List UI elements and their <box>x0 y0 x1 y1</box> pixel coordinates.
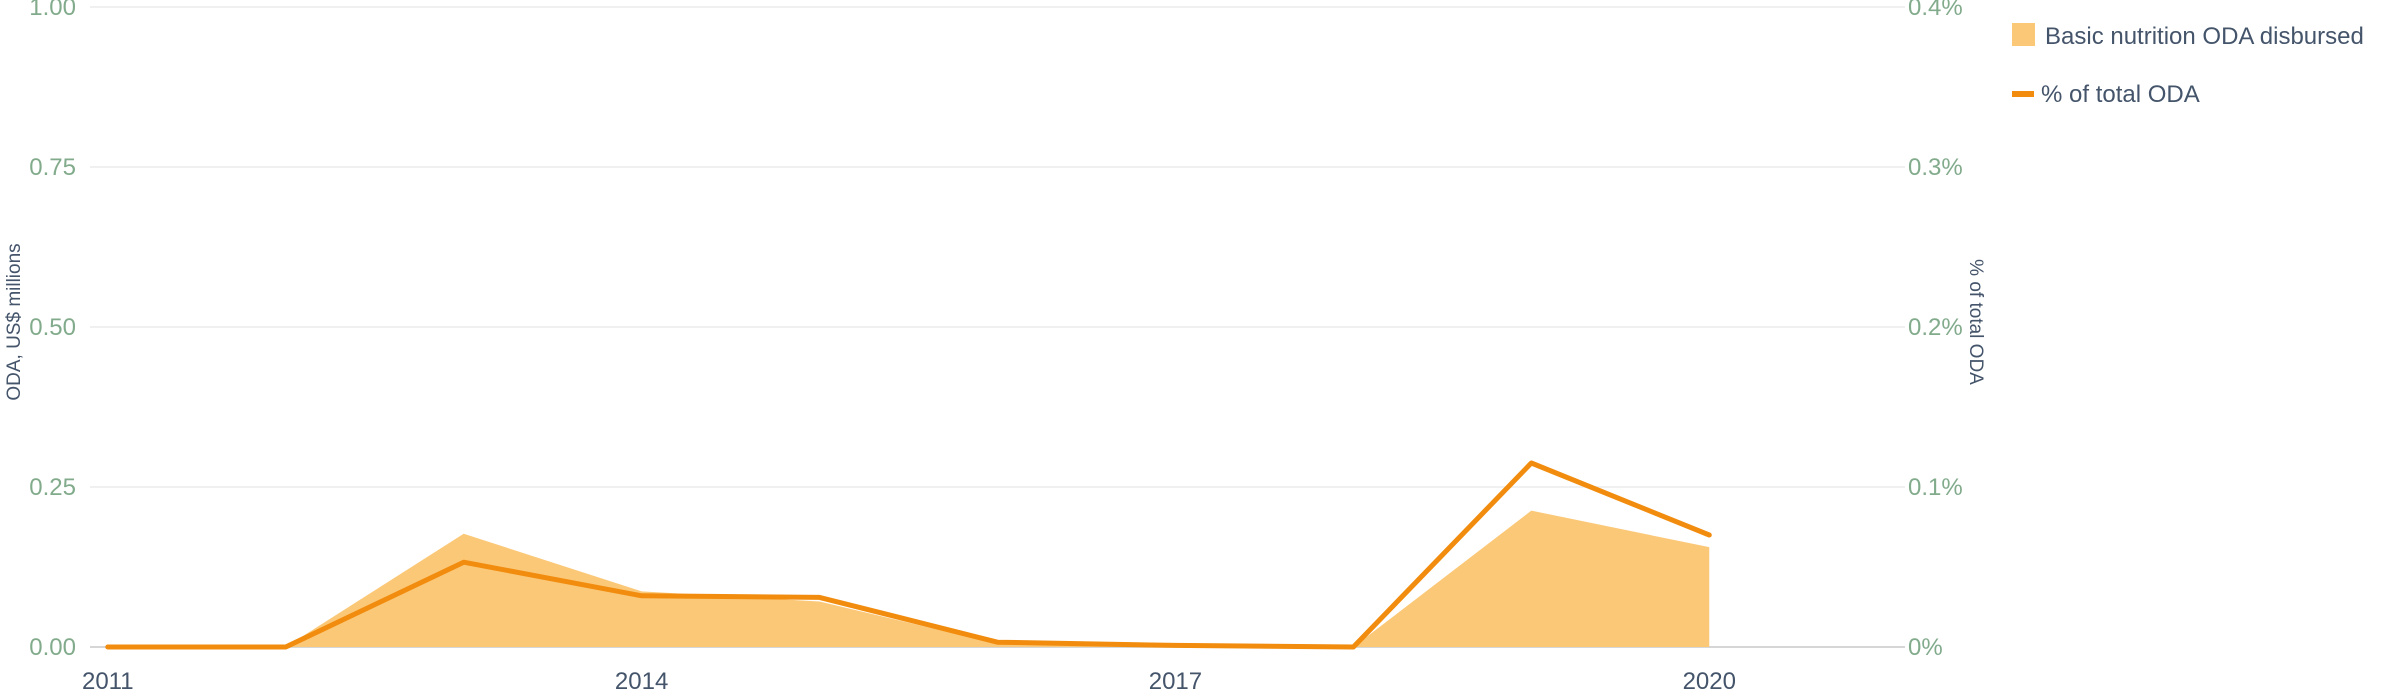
area-series <box>107 510 1710 647</box>
y-right-tick-label: 0.4% <box>1908 0 1963 21</box>
x-tick-label: 2014 <box>615 668 668 695</box>
line-series <box>105 460 1712 650</box>
legend: Basic nutrition ODA disbursed % of total… <box>2012 23 2364 108</box>
area-series-basic-nutrition <box>107 510 1710 647</box>
line-series-percent-total-oda <box>105 460 1712 650</box>
y-left-tick-label: 1.00 <box>29 0 76 21</box>
y-left-axis-title: ODA, US$ millions <box>4 243 25 400</box>
y-right-tick-label: 0% <box>1908 634 1943 661</box>
x-tick-label: 2017 <box>1149 668 1202 695</box>
legend-label-area: Basic nutrition ODA disbursed <box>2045 23 2364 50</box>
y-left-tick-label: 0.50 <box>29 314 76 341</box>
y-left-tick-label: 0.00 <box>29 634 76 661</box>
legend-swatch-area <box>2012 23 2035 46</box>
legend-label-line: % of total ODA <box>2041 81 2200 108</box>
axes: ODA, US$ millions % of total ODA 0.00 0.2… <box>4 0 1986 695</box>
y-right-tick-label: 0.2% <box>1908 314 1963 341</box>
y-right-tick-label: 0.1% <box>1908 474 1963 501</box>
x-tick-label: 2020 <box>1683 668 1736 695</box>
y-left-tick-label: 0.75 <box>29 154 76 181</box>
y-right-axis-title: % of total ODA <box>1965 259 1986 385</box>
y-left-tick-label: 0.25 <box>29 474 76 501</box>
x-tick-label: 2011 <box>82 668 134 695</box>
y-right-tick-label: 0.3% <box>1908 154 1963 181</box>
